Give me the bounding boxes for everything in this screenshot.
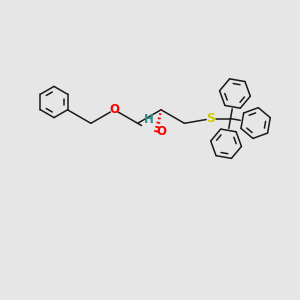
Text: S: S — [206, 112, 215, 125]
Text: H: H — [143, 113, 153, 126]
Text: O: O — [156, 125, 166, 138]
Text: O: O — [109, 103, 119, 116]
